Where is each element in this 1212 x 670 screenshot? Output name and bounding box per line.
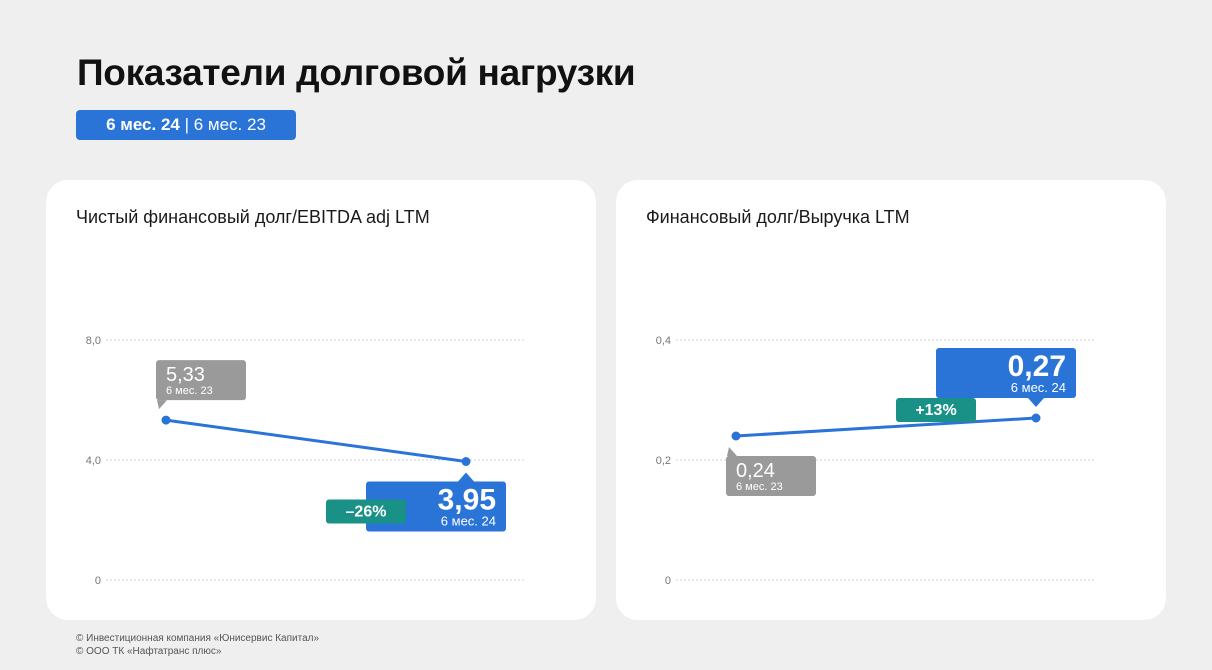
data-label-box-prev (156, 360, 246, 401)
period-previous: 6 мес. 23 (193, 115, 266, 134)
data-label-value: 0,27 (1008, 350, 1066, 383)
footer: © Инвестиционная компания «Юнисервис Кап… (76, 632, 319, 658)
chart-net-debt-ebitda: 0 4,0 8,0 5,336 мес. 23 3,956 мес. 24 –26% (86, 335, 526, 587)
data-label-pointer-current (458, 472, 474, 482)
data-point (161, 415, 171, 425)
data-point (1031, 413, 1041, 423)
footer-copyright-2: © ООО ТК «Нафтатранс плюс» (76, 646, 222, 657)
data-point (461, 457, 471, 466)
footer-copyright-1: © Инвестиционная компания «Юнисервис Кап… (76, 633, 320, 644)
y-tick-label: 8,0 (86, 335, 101, 347)
series-line (734, 416, 1038, 438)
data-label-pointer-prev (157, 400, 167, 410)
data-label-value: 0,24 (736, 460, 775, 482)
chart-card-debt-revenue: Финансовый долг/Выручка LTM 0 0,2 0,4 0,24 6… (616, 180, 1166, 620)
data-point (731, 431, 741, 441)
y-tick-label: 0 (665, 575, 671, 587)
data-label-period: 6 мес. 23 (166, 385, 213, 397)
data-label-period: 6 мес. 23 (736, 481, 783, 493)
change-badge (326, 499, 406, 524)
series-line (164, 418, 468, 463)
data-label-box-prev (726, 456, 816, 496)
data-label-value: 5,33 (166, 364, 205, 386)
y-tick-label: 0 (95, 575, 101, 587)
chart-debt-revenue: 0 0,2 0,4 0,246 мес. 23 0,276 мес. 24 +13% (656, 335, 1096, 587)
change-badge-text: +13% (915, 402, 956, 419)
period-current: 6 мес. 24 (106, 115, 180, 134)
data-label-period: 6 мес. 24 (1011, 380, 1066, 395)
chart-title: Финансовый долг/Выручка LTM (646, 207, 910, 227)
data-label-period: 6 мес. 24 (441, 514, 496, 529)
data-label-value: 3,95 (438, 484, 496, 517)
change-badge-text: –26% (346, 504, 387, 521)
page-title: Показатели долговой нагрузки (77, 52, 636, 93)
chart-card-net-debt-ebitda: Чистый финансовый долг/EBITDA adj LTM 0 4… (46, 180, 596, 620)
data-label-pointer-prev (727, 447, 737, 456)
y-tick-label: 4,0 (86, 455, 101, 467)
period-badge: 6 мес. 24 | 6 мес. 23 (76, 110, 296, 140)
change-badge (896, 398, 976, 422)
data-label-box-current (936, 348, 1076, 398)
y-tick-label: 0,2 (656, 455, 671, 467)
period-separator: | (179, 115, 194, 134)
y-tick-label: 0,4 (656, 335, 671, 347)
data-label-pointer-current (1028, 398, 1044, 407)
chart-title: Чистый финансовый долг/EBITDA adj LTM (76, 207, 430, 227)
